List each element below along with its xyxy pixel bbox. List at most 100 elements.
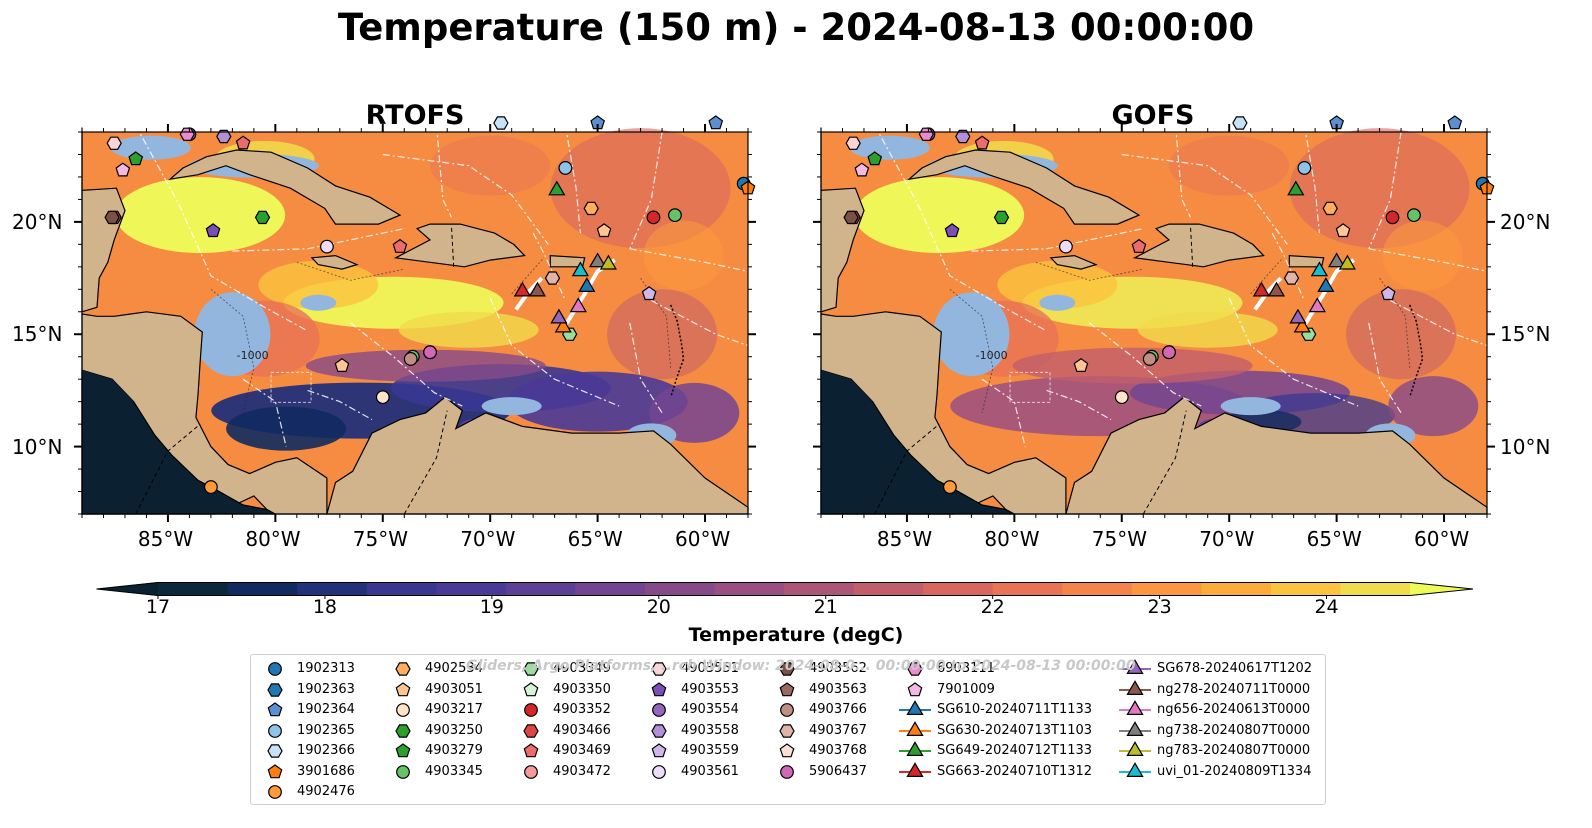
lat-tick-label-right: 15°N	[1500, 322, 1551, 347]
colorbar-segment	[1201, 582, 1272, 596]
lon-tick-label: 75°W	[352, 527, 408, 551]
marker-1902364	[708, 115, 724, 130]
legend-marker	[652, 764, 666, 779]
marker-1902365	[1297, 161, 1312, 175]
legend-marker	[396, 764, 410, 779]
marker-ng278-20240711T0000	[528, 281, 547, 297]
marker-uvi_01-20240809T1334	[571, 261, 590, 277]
marker-SG678-20240617T1202	[550, 308, 568, 324]
legend-label: 1902365	[297, 722, 355, 738]
legend-marker	[523, 662, 539, 676]
legend-marker	[906, 700, 924, 715]
lon-tick-label: 85°W	[137, 527, 194, 551]
lat-tick-label-left: 15°N	[12, 322, 63, 347]
legend: 1902313 1902363 1902364 1902365 1902366 39016…	[250, 654, 1326, 805]
legend-marker-hexagon-icon	[779, 662, 795, 676]
legend-label: 4903466	[553, 722, 611, 738]
colorbar-label: Temperature (degC)	[688, 624, 904, 646]
legend-label: 4903551	[681, 661, 739, 676]
legend-label: 6903111	[937, 661, 995, 676]
lon-tick-label: 80°W	[984, 527, 1040, 551]
legend-marker-triangle-icon	[1119, 741, 1151, 756]
legend-marker	[779, 662, 795, 676]
legend-label: 3901686	[297, 763, 355, 779]
legend-label: 4903250	[425, 722, 483, 738]
legend-label: 4903469	[553, 743, 611, 758]
legend-marker	[268, 785, 282, 799]
legend-marker-pentagon-icon	[651, 681, 667, 696]
legend-marker	[524, 764, 538, 779]
legend-marker-circle-icon	[780, 764, 794, 779]
marker-5906437	[1162, 345, 1176, 360]
legend-marker	[651, 662, 667, 676]
watermark-text: Gliders, Argo Platforms, ..rch Window: 2…	[466, 658, 1136, 674]
legend-marker	[1126, 700, 1144, 715]
legend-marker-hexagon-icon	[523, 723, 539, 738]
lon-tick-label: 70°W	[460, 527, 516, 551]
lon-tick-label: 60°W	[675, 527, 731, 551]
legend-marker	[906, 761, 924, 777]
legend-marker-hexagon-icon	[523, 662, 539, 676]
legend-marker-pentagon-icon	[523, 743, 539, 758]
marker-4903217	[1114, 390, 1129, 405]
legend-marker-pentagon-icon	[267, 763, 283, 778]
legend-marker-pentagon-icon	[395, 681, 411, 696]
legend-marker	[651, 681, 667, 696]
colorbar-segment	[297, 582, 368, 596]
lat-tick-label-right: 20°N	[1500, 209, 1551, 234]
marker-SG678-20240617T1202	[1289, 308, 1307, 324]
marker-4903250	[254, 210, 271, 225]
marker-4903562	[104, 210, 120, 225]
legend-marker-triangle-icon	[1119, 659, 1151, 674]
legend-label: 1902363	[297, 681, 355, 697]
colorbar-tick-label: 20	[646, 596, 671, 618]
marker-SG630-20240713T1103	[1293, 317, 1311, 333]
legend-marker-triangle-icon	[1119, 720, 1151, 736]
colorbar-segment	[575, 582, 646, 596]
marker-4903561	[1059, 239, 1073, 254]
marker-SG649-20240712T1133	[1287, 180, 1305, 196]
colorbar-segment	[436, 582, 507, 596]
legend-marker	[780, 703, 794, 717]
legend-marker	[524, 703, 538, 717]
land-areas	[820, 127, 1488, 515]
legend-marker	[267, 744, 283, 758]
marker-4903469	[235, 135, 251, 150]
legend-label: 4902534	[425, 661, 483, 676]
lon-tick-label: 80°W	[245, 527, 301, 551]
legend-marker-pentagon-icon	[779, 681, 795, 696]
eez-lines	[135, 125, 749, 447]
legend-marker	[1126, 679, 1144, 695]
map-frame	[81, 131, 749, 515]
legend-marker	[1126, 761, 1144, 777]
legend-marker-pentagon-icon	[267, 702, 283, 717]
marker-SG649-20240712T1133	[548, 180, 566, 196]
marker-ng656-20240613T0000	[1308, 297, 1326, 313]
legend-label: uvi_01-20240809T1334	[1157, 763, 1312, 779]
panel-title-rtofs: RTOFS	[365, 100, 465, 131]
colorbar-min-arrow	[96, 582, 158, 596]
colorbar-tick-label: 17	[145, 596, 171, 618]
legend-marker-triangle-icon	[1119, 679, 1151, 695]
marker-4902476	[943, 480, 957, 494]
marker-5906437	[423, 345, 437, 360]
marker-4903562	[843, 210, 859, 225]
marker-SG630-20240713T1103	[554, 317, 572, 333]
marker-4903553	[944, 223, 960, 238]
marker-4903469	[1131, 238, 1147, 253]
marker-4903051	[334, 357, 350, 372]
legend-label: 4903345	[425, 763, 483, 779]
legend-marker	[396, 703, 410, 717]
marker-4903051	[1335, 223, 1351, 238]
lat-tick-label-left: 20°N	[12, 209, 63, 234]
legend-label: 4903553	[681, 681, 739, 697]
legend-marker	[651, 743, 667, 758]
legend-label: 1902366	[297, 743, 355, 758]
lon-tick-label: 65°W	[1306, 527, 1362, 551]
legend-marker-circle-icon	[652, 703, 666, 717]
legend-label: 4903766	[809, 702, 867, 717]
legend-marker-hexagon-icon	[267, 682, 283, 697]
marker-4903559	[1380, 286, 1396, 301]
colorbar-segment	[714, 582, 785, 596]
legend-label: 4903472	[553, 763, 611, 779]
